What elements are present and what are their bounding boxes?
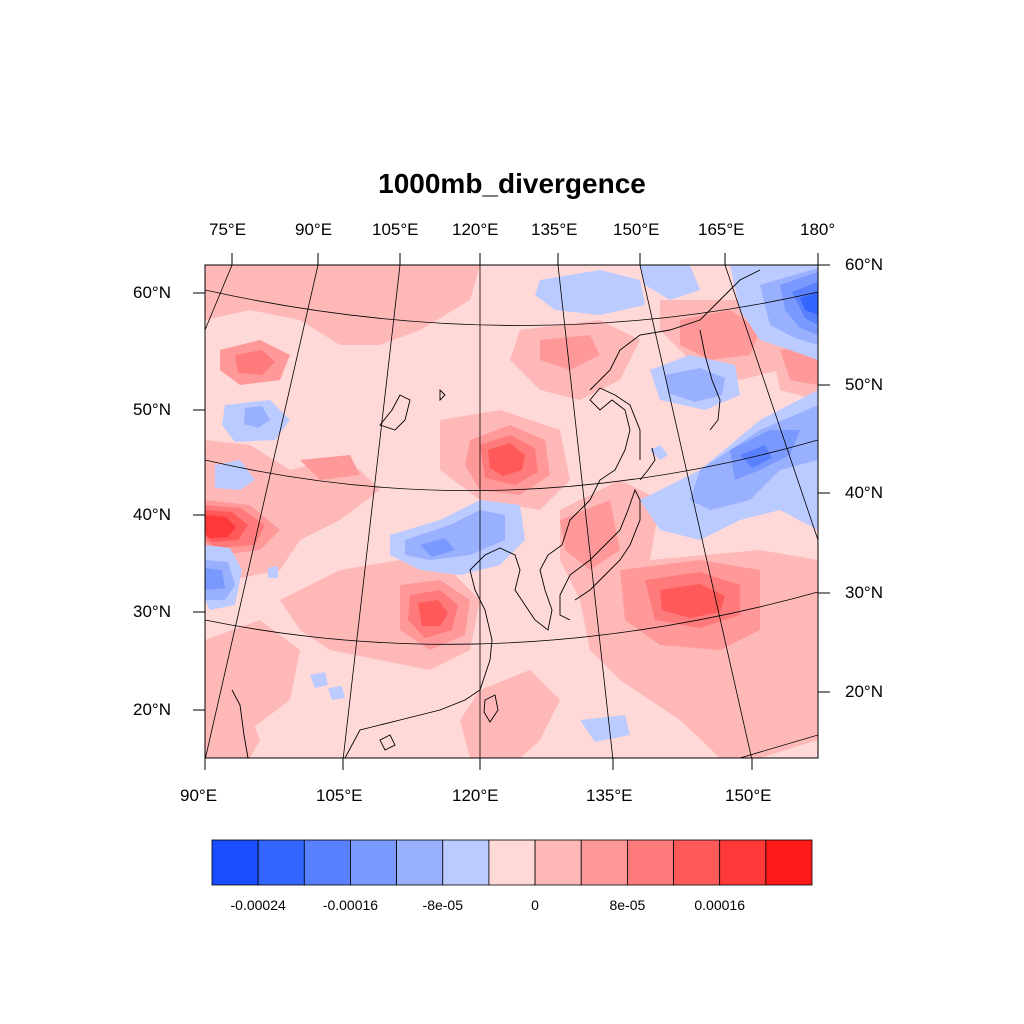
top-lon-label: 165°E	[698, 220, 745, 239]
top-lon-label: 120°E	[452, 220, 499, 239]
top-lon-label: 75°E	[209, 220, 247, 239]
right-lat-label: 30°N	[845, 583, 883, 602]
colorbar-tick-label: -0.00024	[230, 897, 286, 913]
colorbar-tick-label: -8e-05	[422, 897, 463, 913]
top-lon-label: 90°E	[295, 220, 333, 239]
colorbar-tick-label: 0.00016	[694, 897, 745, 913]
colorbar-tick-label: -0.00016	[322, 897, 379, 913]
map-title: 1000mb_divergence	[378, 168, 646, 199]
right-lat-label: 20°N	[845, 682, 883, 701]
bottom-lon-label: 105°E	[316, 786, 363, 805]
divergence-field	[205, 265, 818, 758]
bottom-lon-label: 135°E	[586, 786, 633, 805]
bottom-lon-label: 90°E	[180, 786, 218, 805]
top-lon-label: 150°E	[613, 220, 660, 239]
left-lat-label: 30°N	[133, 602, 171, 621]
left-lat-label: 60°N	[133, 283, 171, 302]
colorbar-tick-label: 0	[531, 897, 539, 913]
colorbar-tick-label: 8e-05	[609, 897, 646, 913]
map-frame	[204, 264, 819, 759]
graticule	[205, 265, 818, 758]
top-lon-label: 105°E	[372, 220, 419, 239]
top-lon-label: 180°	[800, 220, 836, 239]
frame-ticks	[193, 253, 830, 770]
bottom-lon-label: 150°E	[725, 786, 772, 805]
bottom-lon-label: 120°E	[452, 786, 499, 805]
left-lat-label: 50°N	[133, 400, 171, 419]
left-lat-label: 40°N	[133, 505, 171, 524]
left-lat-label: 20°N	[133, 700, 171, 719]
right-lat-label: 40°N	[845, 483, 883, 502]
right-lat-label: 50°N	[845, 375, 883, 394]
right-lat-label: 60°N	[845, 255, 883, 274]
top-lon-label: 135°E	[531, 220, 578, 239]
